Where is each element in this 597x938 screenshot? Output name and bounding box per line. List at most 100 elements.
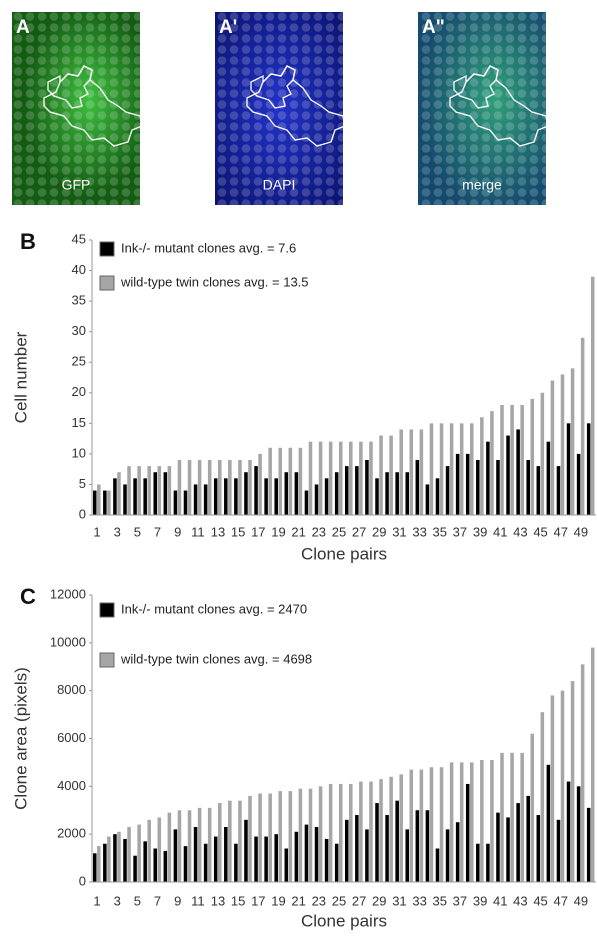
bar (385, 815, 389, 882)
bar (234, 843, 238, 882)
y-tick-label: 0 (79, 873, 86, 888)
image-a1 (215, 12, 343, 205)
bar (298, 788, 303, 882)
bar (187, 460, 192, 515)
y-tick-label: 25 (72, 354, 86, 369)
bar (103, 490, 107, 515)
bar (490, 411, 494, 515)
bar (425, 810, 430, 882)
bar (218, 460, 222, 515)
bar (560, 690, 565, 882)
x-axis-title: Clone pairs (301, 911, 387, 930)
x-tick-label: 41 (493, 524, 507, 539)
x-tick-label: 35 (433, 893, 447, 908)
x-tick-label: 25 (332, 524, 346, 539)
bar (455, 822, 460, 882)
bar (425, 484, 430, 515)
x-tick-label: 27 (352, 893, 366, 908)
bar (389, 776, 393, 882)
x-tick-label: 49 (574, 893, 588, 908)
x-tick-label: 29 (372, 524, 386, 539)
x-tick-label: 31 (392, 524, 406, 539)
bar (526, 795, 530, 882)
x-tick-label: 1 (93, 524, 100, 539)
image-caption: DAPI (263, 177, 296, 193)
bar (143, 478, 147, 515)
x-tick-label: 21 (291, 524, 305, 539)
bar (268, 447, 272, 515)
bar (576, 453, 581, 515)
bar (127, 826, 131, 882)
bar (556, 466, 561, 515)
x-tick-label: 45 (533, 524, 547, 539)
bar (334, 472, 339, 515)
bar (304, 490, 309, 515)
image-caption: GFP (62, 177, 91, 193)
bar (147, 819, 151, 882)
bar (449, 762, 454, 882)
bar (536, 815, 541, 882)
panel-label: C (20, 584, 36, 609)
x-tick-label: 19 (271, 524, 285, 539)
bar (264, 478, 268, 515)
panel-label: A (16, 17, 30, 38)
bar (580, 664, 585, 882)
bar (530, 398, 535, 515)
bar (203, 484, 208, 515)
legend-label: wild-type twin clones avg. = 13.5 (120, 274, 309, 289)
bar (379, 779, 383, 882)
x-tick-label: 3 (114, 524, 121, 539)
bar (455, 453, 460, 515)
bar (324, 838, 329, 882)
x-tick-label: 39 (473, 893, 487, 908)
bar (193, 826, 198, 882)
bar (153, 848, 158, 882)
bar (369, 781, 373, 882)
image-caption: merge (462, 177, 502, 193)
bar (550, 380, 555, 515)
y-tick-label: 40 (72, 262, 86, 277)
bar (470, 423, 474, 515)
bar (238, 460, 242, 515)
x-tick-label: 49 (574, 524, 588, 539)
bar (308, 441, 313, 515)
bar (530, 733, 535, 882)
bar (234, 478, 238, 515)
bar (288, 791, 293, 882)
x-tick-label: 41 (493, 893, 507, 908)
legend-label: Ink-/- mutant clones avg. = 2470 (121, 601, 307, 616)
bar (480, 417, 484, 515)
clone-outline (250, 65, 296, 109)
x-tick-label: 35 (433, 524, 447, 539)
bar (375, 803, 379, 882)
x-tick-label: 45 (533, 893, 547, 908)
panel-label: A" (422, 17, 445, 38)
y-tick-label: 2000 (57, 826, 86, 841)
x-tick-label: 7 (154, 524, 161, 539)
bar (540, 392, 545, 515)
bar (486, 843, 490, 882)
bar (284, 472, 289, 515)
bar (294, 831, 299, 882)
bar (399, 774, 403, 882)
y-tick-label: 30 (72, 323, 86, 338)
bar (470, 762, 474, 882)
bar (556, 819, 561, 882)
x-tick-label: 9 (174, 893, 181, 908)
bar (207, 460, 212, 515)
bar (153, 472, 158, 515)
bar (193, 484, 198, 515)
x-tick-label: 43 (513, 893, 527, 908)
bar (510, 752, 514, 882)
bar (546, 764, 551, 882)
bar (465, 453, 470, 515)
bar (173, 829, 178, 882)
bar (510, 405, 514, 515)
bar (429, 423, 434, 515)
y-tick-label: 0 (79, 506, 86, 521)
bar (476, 460, 480, 515)
image-a (12, 12, 140, 205)
bar (167, 466, 172, 515)
bar (197, 460, 202, 515)
bar (409, 429, 414, 515)
